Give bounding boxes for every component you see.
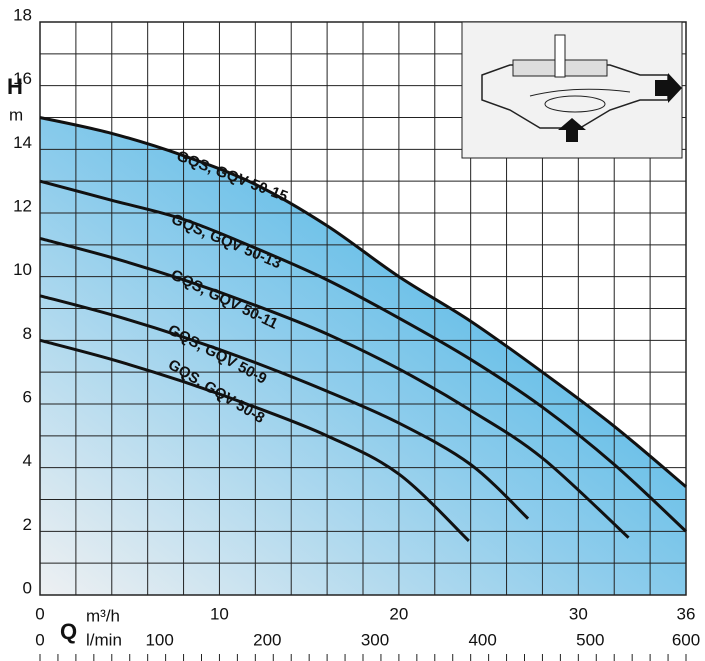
x2-tick-label: 300 <box>361 630 389 649</box>
x-label: Q <box>60 619 77 644</box>
x-tick-label: 36 <box>677 604 696 623</box>
x-unit: m³/h <box>86 606 120 625</box>
y-tick-label: 8 <box>23 324 32 343</box>
y-tick-label: 14 <box>13 133 32 152</box>
x2-tick-label: 0 <box>35 630 44 649</box>
x-tick-label: 30 <box>569 604 588 623</box>
x2-tick-label: 500 <box>576 630 604 649</box>
y-tick-label: 16 <box>13 69 32 88</box>
x2-tick-label: 400 <box>468 630 496 649</box>
x2-unit: l/min <box>86 630 122 649</box>
y-tick-label: 18 <box>13 5 32 24</box>
x-tick-label: 0 <box>35 604 44 623</box>
y-tick-label: 12 <box>13 196 32 215</box>
y-unit: m <box>9 105 23 124</box>
x-tick-label: 10 <box>210 604 229 623</box>
y-tick-label: 6 <box>23 387 32 406</box>
x2-tick-label: 200 <box>253 630 281 649</box>
pump-diagram <box>462 22 682 158</box>
y-tick-label: 2 <box>23 515 32 534</box>
y-tick-label: 4 <box>23 451 32 470</box>
page: {"chart_data": {"type": "line", "x_label… <box>0 0 705 661</box>
x2-tick-label: 600 <box>672 630 700 649</box>
x2-tick-label: 100 <box>145 630 173 649</box>
y-tick-label: 10 <box>13 260 32 279</box>
x-tick-label: 20 <box>389 604 408 623</box>
y-tick-label: 0 <box>23 578 32 597</box>
chart: GQS, GQV 50-15GQS, GQV 50-13GQS, GQV 50-… <box>0 0 705 661</box>
